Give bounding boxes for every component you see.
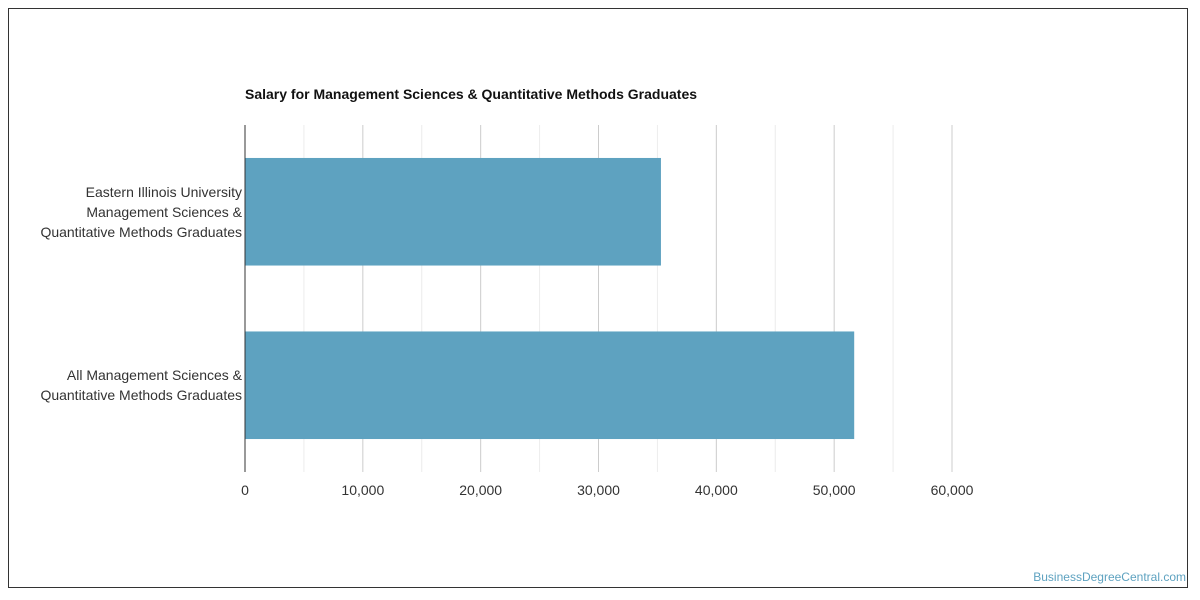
- bar-2: [245, 331, 855, 440]
- category-label-1: Eastern Illinois University Management S…: [40, 183, 242, 240]
- x-tick-label: 10,000: [341, 482, 384, 498]
- site-credit[interactable]: BusinessDegreeCentral.com: [1033, 570, 1186, 584]
- bar-1: [245, 157, 661, 266]
- chart-title: Salary for Management Sciences & Quantit…: [245, 86, 698, 102]
- x-tick-label: 0: [241, 482, 249, 498]
- x-tick-label: 50,000: [813, 482, 856, 498]
- chart-frame: [8, 8, 1188, 588]
- x-tick-label: 20,000: [459, 482, 502, 498]
- x-tick-label: 30,000: [577, 482, 620, 498]
- category-label-2: All Management Sciences & Quantitative M…: [40, 367, 242, 404]
- x-tick-label: 40,000: [695, 482, 738, 498]
- x-tick-label: 60,000: [931, 482, 974, 498]
